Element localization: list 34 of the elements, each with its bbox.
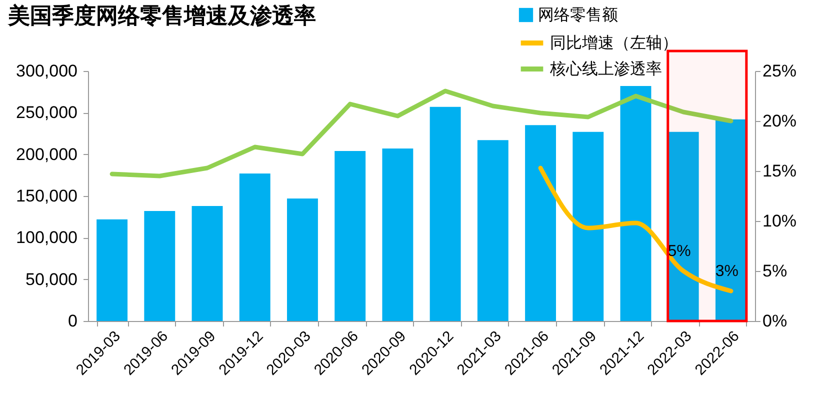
y-tick-label: 0 <box>68 312 78 330</box>
bar <box>239 174 270 321</box>
legend-label: 同比增速（左轴） <box>550 34 678 52</box>
bar <box>334 151 366 321</box>
legend-label: 网络零售额 <box>538 6 618 24</box>
chart-title: 美国季度网络零售增速及渗透率 <box>7 3 316 28</box>
y2-tick-label: 10% <box>762 212 797 230</box>
y-tick-label: 250,000 <box>16 103 78 122</box>
y2-tick-label: 20% <box>762 112 797 130</box>
bar <box>192 206 223 321</box>
data-label: 5% <box>668 243 691 260</box>
data-label: 3% <box>715 263 739 280</box>
y2-tick-label: 15% <box>762 162 797 180</box>
y-tick-label: 100,000 <box>16 228 78 248</box>
bar <box>572 132 604 321</box>
bar <box>477 140 508 321</box>
y2-tick-label: 0% <box>762 312 788 330</box>
y2-tick-label: 5% <box>762 262 788 280</box>
bar <box>715 119 746 321</box>
y-tick-label: 300,000 <box>16 62 78 80</box>
bar <box>525 125 556 321</box>
y2-tick-label: 25% <box>762 62 797 80</box>
y-tick-label: 150,000 <box>16 186 78 206</box>
y-tick-label: 200,000 <box>16 144 78 164</box>
bar <box>144 211 176 321</box>
bar <box>430 106 461 321</box>
y-tick-label: 50,000 <box>26 270 78 289</box>
bar <box>287 198 318 321</box>
legend-label: 核心线上渗透率 <box>549 60 662 78</box>
line-series <box>110 88 734 178</box>
bar <box>620 86 652 321</box>
bar <box>382 148 414 321</box>
bar <box>96 219 128 321</box>
bar <box>668 132 699 321</box>
